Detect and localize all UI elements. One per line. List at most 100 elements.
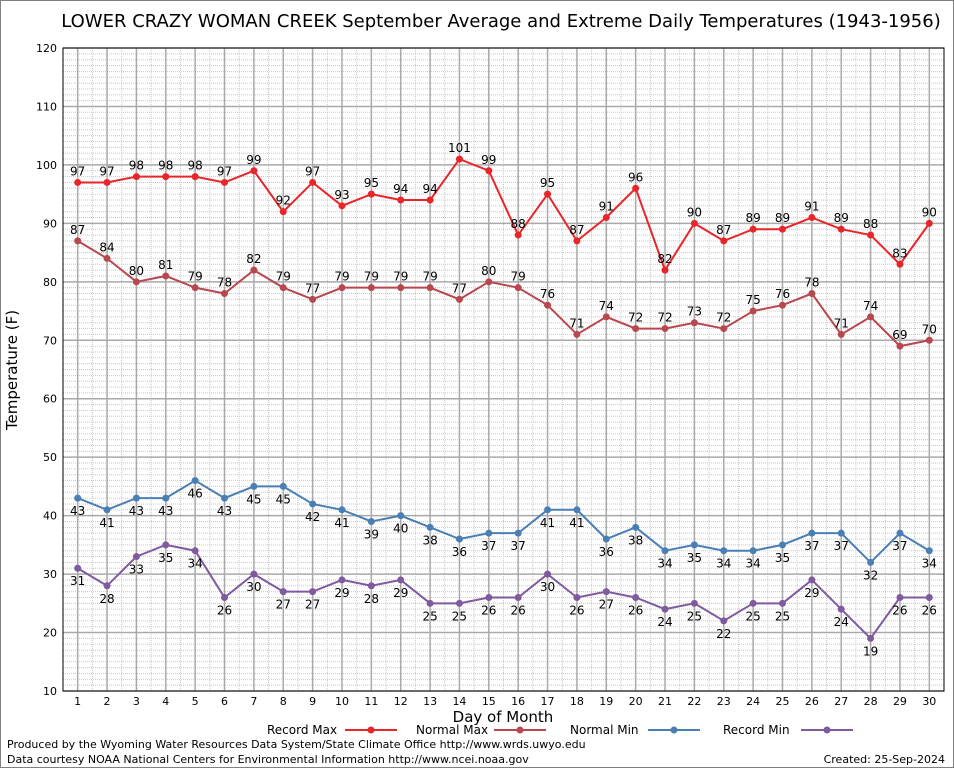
- data-point: [132, 494, 140, 502]
- data-label: 76: [540, 287, 555, 301]
- data-point: [925, 547, 933, 555]
- data-label: 27: [276, 598, 291, 612]
- data-label: 87: [716, 223, 731, 237]
- data-point: [338, 506, 346, 514]
- y-tick-label: 120: [36, 42, 57, 55]
- legend-label: Record Min: [723, 723, 790, 737]
- x-tick-label: 29: [893, 695, 907, 708]
- data-label: 30: [246, 580, 261, 594]
- data-point: [867, 313, 875, 321]
- legend-swatch-marker: [823, 726, 831, 734]
- data-label: 75: [745, 293, 760, 307]
- data-point: [250, 570, 258, 578]
- data-label: 41: [540, 516, 555, 530]
- data-point: [74, 237, 82, 245]
- data-point: [279, 208, 287, 216]
- x-tick-label: 19: [599, 695, 613, 708]
- data-point: [74, 564, 82, 572]
- data-point: [397, 576, 405, 584]
- data-point: [720, 547, 728, 555]
- data-label: 71: [569, 316, 584, 330]
- data-point: [514, 529, 522, 537]
- data-point: [162, 494, 170, 502]
- data-label: 72: [716, 311, 731, 325]
- y-tick-label: 110: [36, 100, 57, 113]
- data-label: 74: [599, 299, 614, 313]
- series-normal-min: 43 41 43 43 46 43 45 45 42 41 39 40 38 36 37 37 41 41 36 38…: [70, 477, 937, 582]
- data-point: [808, 290, 816, 298]
- data-label: 39: [364, 527, 379, 541]
- data-point: [632, 184, 640, 192]
- series-line: [77, 479, 930, 564]
- data-point: [367, 284, 375, 292]
- data-point: [720, 617, 728, 625]
- data-label: 27: [599, 598, 614, 612]
- data-point: [837, 529, 845, 537]
- x-tick-label: 30: [922, 695, 936, 708]
- data-label: 73: [687, 305, 702, 319]
- data-point: [455, 155, 463, 163]
- legend-item-normal-max: Normal Max: [416, 723, 546, 737]
- data-label: 25: [745, 609, 760, 623]
- data-label: 77: [452, 281, 467, 295]
- y-tick-label: 40: [43, 510, 57, 523]
- data-point: [749, 225, 757, 233]
- data-point: [103, 254, 111, 262]
- data-point: [426, 599, 434, 607]
- legend-item-record-max: Record Max: [267, 723, 397, 737]
- data-point: [250, 266, 258, 274]
- data-point: [720, 237, 728, 245]
- data-label: 43: [129, 504, 144, 518]
- data-label: 34: [745, 557, 760, 571]
- x-tick-label: 8: [280, 695, 287, 708]
- data-point: [925, 219, 933, 227]
- data-point: [896, 260, 904, 268]
- data-point: [661, 266, 669, 274]
- data-label: 36: [599, 545, 614, 559]
- y-tick-label: 50: [43, 451, 57, 464]
- data-point: [925, 336, 933, 344]
- data-label: 31: [70, 574, 85, 588]
- data-label: 26: [481, 603, 496, 617]
- data-label: 41: [569, 516, 584, 530]
- x-tick-label: 14: [452, 695, 466, 708]
- data-label: 22: [716, 627, 731, 641]
- data-point: [837, 330, 845, 338]
- data-label: 97: [305, 164, 320, 178]
- x-tick-label: 9: [309, 695, 316, 708]
- x-tick-label: 13: [423, 695, 437, 708]
- data-point: [544, 301, 552, 309]
- y-tick-label: 90: [43, 217, 57, 230]
- data-label: 74: [863, 299, 878, 313]
- data-point: [514, 593, 522, 601]
- data-label: 28: [364, 592, 379, 606]
- data-label: 87: [70, 223, 85, 237]
- x-tick-label: 16: [511, 695, 525, 708]
- data-point: [338, 576, 346, 584]
- data-label: 19: [863, 644, 878, 658]
- data-label: 84: [99, 240, 114, 254]
- x-tick-label: 7: [250, 695, 257, 708]
- data-label: 45: [276, 492, 291, 506]
- data-point: [250, 482, 258, 490]
- data-point: [602, 588, 610, 596]
- data-label: 70: [922, 322, 937, 336]
- data-point: [338, 284, 346, 292]
- data-label: 87: [569, 223, 584, 237]
- data-point: [162, 272, 170, 280]
- legend: Record Max Normal Max Normal Min Record Min: [267, 723, 853, 737]
- data-point: [367, 190, 375, 198]
- data-label: 42: [305, 510, 320, 524]
- data-label: 33: [129, 563, 144, 577]
- minor-gridlines: [63, 48, 944, 691]
- data-label: 101: [448, 141, 471, 155]
- data-label: 91: [804, 200, 819, 214]
- data-point: [544, 506, 552, 514]
- data-label: 37: [511, 539, 526, 553]
- data-label: 89: [745, 211, 760, 225]
- data-label: 37: [892, 539, 907, 553]
- data-point: [690, 541, 698, 549]
- data-label: 25: [775, 609, 790, 623]
- data-label: 92: [276, 194, 291, 208]
